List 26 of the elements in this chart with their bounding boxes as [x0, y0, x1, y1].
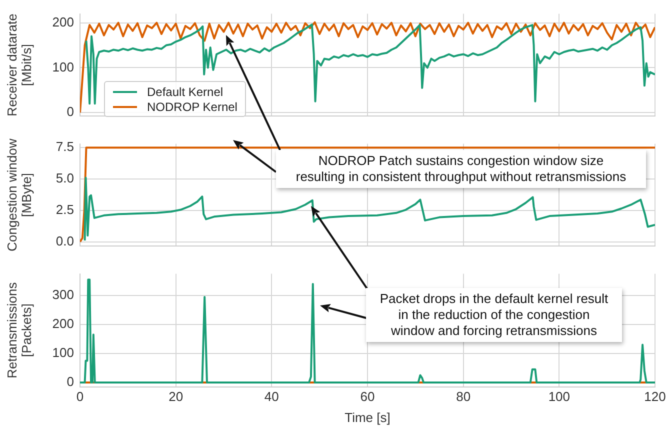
y-tick-label: 300: [52, 287, 74, 302]
x-tick-label: 100: [548, 389, 570, 404]
x-tick-label: 40: [264, 389, 279, 404]
annotation: Packet drops in the default kernel result in the reduction of the congestion window and forcing retransmissions: [366, 288, 622, 342]
y-tick-label: 0.0: [56, 233, 74, 248]
x-tick-label: 60: [360, 389, 375, 404]
y-axis-title: Retransmissions [Packets]: [4, 282, 34, 378]
y-tick-label: 200: [52, 316, 74, 332]
x-tick-label: 80: [456, 389, 471, 404]
x-tick-label: 120: [644, 389, 666, 404]
annotation: NODROP Patch sustains congestion window size resulting in consistent throughput without retransmissions: [276, 150, 646, 188]
x-tick-label: 20: [168, 389, 184, 404]
y-tick-label: 0: [66, 374, 74, 390]
y-tick-label: 0: [66, 104, 74, 120]
x-tick-label: 0: [76, 389, 84, 404]
x-axis-title: Time [s]: [344, 410, 390, 425]
y-axis-title: Receiver datarate [Mbit/s]: [4, 14, 34, 116]
legend-label: Default Kernel: [147, 84, 224, 98]
y-tick-label: 2.5: [56, 202, 74, 217]
legend-label: NODROP Kernel: [147, 100, 238, 114]
y-tick-label: 7.5: [56, 139, 74, 154]
y-tick-label: 5.0: [56, 170, 74, 186]
y-tick-label: 100: [52, 345, 74, 360]
y-axis-title: Congestion window [MByte]: [4, 138, 34, 252]
y-tick-label: 100: [52, 59, 74, 74]
y-tick-label: 200: [52, 14, 74, 30]
